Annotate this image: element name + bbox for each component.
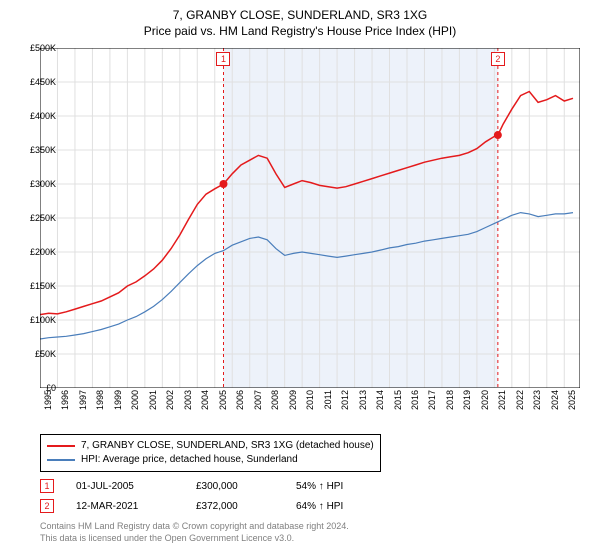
x-tick-label: 2025 <box>567 390 577 420</box>
y-tick-label: £50K <box>35 349 56 359</box>
sale-delta: 54% ↑ HPI <box>296 481 396 492</box>
x-tick-label: 2007 <box>253 390 263 420</box>
chart-container: 7, GRANBY CLOSE, SUNDERLAND, SR3 1XG Pri… <box>0 0 600 560</box>
chart-title-line2: Price paid vs. HM Land Registry's House … <box>0 22 600 42</box>
sale-marker-icon: 2 <box>40 499 54 513</box>
x-tick-label: 1999 <box>113 390 123 420</box>
y-tick-label: £150K <box>30 281 56 291</box>
y-tick-label: £500K <box>30 43 56 53</box>
x-tick-label: 2013 <box>358 390 368 420</box>
x-tick-label: 2004 <box>200 390 210 420</box>
x-tick-label: 1995 <box>43 390 53 420</box>
x-tick-label: 2008 <box>270 390 280 420</box>
sale-callout-box: 1 <box>216 52 230 66</box>
x-tick-label: 2012 <box>340 390 350 420</box>
sales-table: 1 01-JUL-2005 £300,000 54% ↑ HPI 2 12-MA… <box>40 476 396 516</box>
sale-callout-box: 2 <box>491 52 505 66</box>
footer-attribution: Contains HM Land Registry data © Crown c… <box>40 520 349 544</box>
x-tick-label: 2011 <box>323 390 333 420</box>
x-tick-label: 2006 <box>235 390 245 420</box>
sale-date: 01-JUL-2005 <box>76 481 196 492</box>
footer-line1: Contains HM Land Registry data © Crown c… <box>40 520 349 532</box>
x-tick-label: 2015 <box>393 390 403 420</box>
y-tick-label: £450K <box>30 77 56 87</box>
footer-line2: This data is licensed under the Open Gov… <box>40 532 349 544</box>
x-tick-label: 2023 <box>532 390 542 420</box>
legend-label: HPI: Average price, detached house, Sund… <box>81 453 298 467</box>
y-tick-label: £100K <box>30 315 56 325</box>
x-tick-label: 2020 <box>480 390 490 420</box>
x-tick-label: 2017 <box>427 390 437 420</box>
y-tick-label: £300K <box>30 179 56 189</box>
x-tick-label: 1997 <box>78 390 88 420</box>
sale-row: 1 01-JUL-2005 £300,000 54% ↑ HPI <box>40 476 396 496</box>
legend-label: 7, GRANBY CLOSE, SUNDERLAND, SR3 1XG (de… <box>81 439 374 453</box>
legend-swatch <box>47 459 75 461</box>
sale-marker-icon: 1 <box>40 479 54 493</box>
y-tick-label: £350K <box>30 145 56 155</box>
sale-price: £300,000 <box>196 481 296 492</box>
x-tick-label: 2021 <box>497 390 507 420</box>
legend-swatch <box>47 445 75 447</box>
chart-area <box>40 48 580 388</box>
x-tick-label: 2005 <box>218 390 228 420</box>
x-tick-label: 2002 <box>165 390 175 420</box>
sale-date: 12-MAR-2021 <box>76 501 196 512</box>
x-tick-label: 2009 <box>288 390 298 420</box>
y-tick-label: £400K <box>30 111 56 121</box>
legend-row: 7, GRANBY CLOSE, SUNDERLAND, SR3 1XG (de… <box>47 439 374 453</box>
legend-box: 7, GRANBY CLOSE, SUNDERLAND, SR3 1XG (de… <box>40 434 381 472</box>
chart-title-line1: 7, GRANBY CLOSE, SUNDERLAND, SR3 1XG <box>0 0 600 22</box>
x-tick-label: 2003 <box>183 390 193 420</box>
x-tick-label: 2010 <box>305 390 315 420</box>
sale-row: 2 12-MAR-2021 £372,000 64% ↑ HPI <box>40 496 396 516</box>
x-tick-label: 2019 <box>462 390 472 420</box>
x-tick-label: 2014 <box>375 390 385 420</box>
x-tick-label: 1998 <box>95 390 105 420</box>
x-tick-label: 2018 <box>445 390 455 420</box>
x-tick-label: 2022 <box>515 390 525 420</box>
sale-delta: 64% ↑ HPI <box>296 501 396 512</box>
x-tick-label: 2016 <box>410 390 420 420</box>
x-tick-label: 2001 <box>148 390 158 420</box>
y-tick-label: £200K <box>30 247 56 257</box>
sale-price: £372,000 <box>196 501 296 512</box>
x-tick-label: 1996 <box>60 390 70 420</box>
y-tick-label: £250K <box>30 213 56 223</box>
legend-row: HPI: Average price, detached house, Sund… <box>47 453 374 467</box>
x-tick-label: 2024 <box>550 390 560 420</box>
line-chart-svg <box>40 48 580 388</box>
x-tick-label: 2000 <box>130 390 140 420</box>
